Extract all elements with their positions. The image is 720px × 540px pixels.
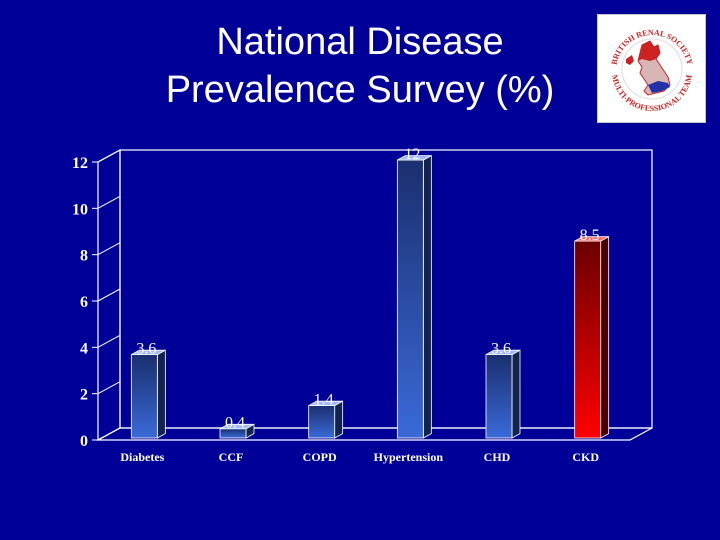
- x-tick-label: CCF: [219, 450, 244, 464]
- bar-top: [219, 423, 255, 430]
- bar-side: [334, 400, 344, 439]
- bar-top: [131, 349, 166, 356]
- northern-ireland-icon: [626, 55, 634, 65]
- bar-diabetes: [130, 349, 166, 439]
- bar-front: [485, 354, 513, 439]
- bar-front: [308, 405, 336, 439]
- bar-copd: [308, 400, 344, 439]
- x-tick-label: Hypertension: [374, 450, 444, 464]
- bar-front: [574, 240, 602, 439]
- scotland-highlight-icon: [638, 41, 660, 61]
- data-label: 3.6: [491, 341, 511, 358]
- bar-ckd: [574, 236, 610, 439]
- bar-side: [511, 349, 521, 439]
- bar-chd: [485, 349, 521, 439]
- data-label: 8.5: [580, 227, 600, 244]
- y-tick-line: [97, 381, 121, 395]
- south-england-highlight-icon: [648, 81, 670, 93]
- slide-title: National Disease Prevalence Survey (%): [100, 18, 620, 114]
- data-label: 3.6: [136, 341, 156, 358]
- x-tick-label: COPD: [303, 450, 337, 464]
- british-renal-society-logo: BRITISH RENAL SOCIETY MULTI-PROFESSIONAL…: [597, 14, 706, 123]
- bar-side: [600, 236, 610, 439]
- y-tick-label: 4: [80, 340, 88, 357]
- y-tick-label: 6: [80, 294, 88, 311]
- bar-hypertension: [396, 154, 432, 439]
- x-tick-label: CKD: [572, 450, 599, 464]
- title-line-1: National Disease: [216, 21, 504, 63]
- chart-back-wall: [119, 149, 653, 429]
- y-tick-label: 12: [72, 155, 88, 172]
- bar-top: [574, 236, 609, 242]
- y-tick-label: 0: [80, 433, 88, 450]
- data-label: 1.4: [314, 392, 334, 409]
- bar-top: [485, 349, 521, 356]
- bar-top: [397, 155, 432, 161]
- bar-top: [308, 400, 343, 406]
- data-label: 12: [404, 146, 420, 163]
- bar-front: [396, 159, 424, 439]
- y-tick-line: [97, 149, 121, 163]
- y-tick-label: 8: [80, 248, 88, 265]
- y-tick-line: [97, 195, 121, 209]
- y-tick-line: [97, 288, 121, 302]
- chart-floor: [97, 427, 653, 441]
- bar-side: [422, 154, 432, 439]
- title-line-2: Prevalence Survey (%): [165, 69, 555, 111]
- data-label: 0.4: [225, 415, 245, 432]
- chart-bars: [130, 154, 610, 439]
- chart-axes: [92, 148, 653, 442]
- y-tick-label: 2: [80, 387, 88, 404]
- logo-graphic: BRITISH RENAL SOCIETY MULTI-PROFESSIONAL…: [610, 28, 695, 113]
- x-tick-label: CHD: [484, 450, 511, 464]
- bar-side: [156, 349, 166, 439]
- x-tick-label: Diabetes: [120, 450, 164, 464]
- chart-labels: 0 2 4 6 8 10 12 3.6 Diabetes 0.4 CCF 1.4 COPD 12 Hyper…: [72, 146, 600, 464]
- bar-front: [130, 354, 158, 439]
- y-tick-label: 10: [72, 201, 88, 218]
- y-tick-line: [97, 427, 121, 441]
- bar-ccf: [219, 423, 255, 439]
- y-tick-line: [97, 334, 121, 348]
- y-tick-line: [97, 242, 121, 256]
